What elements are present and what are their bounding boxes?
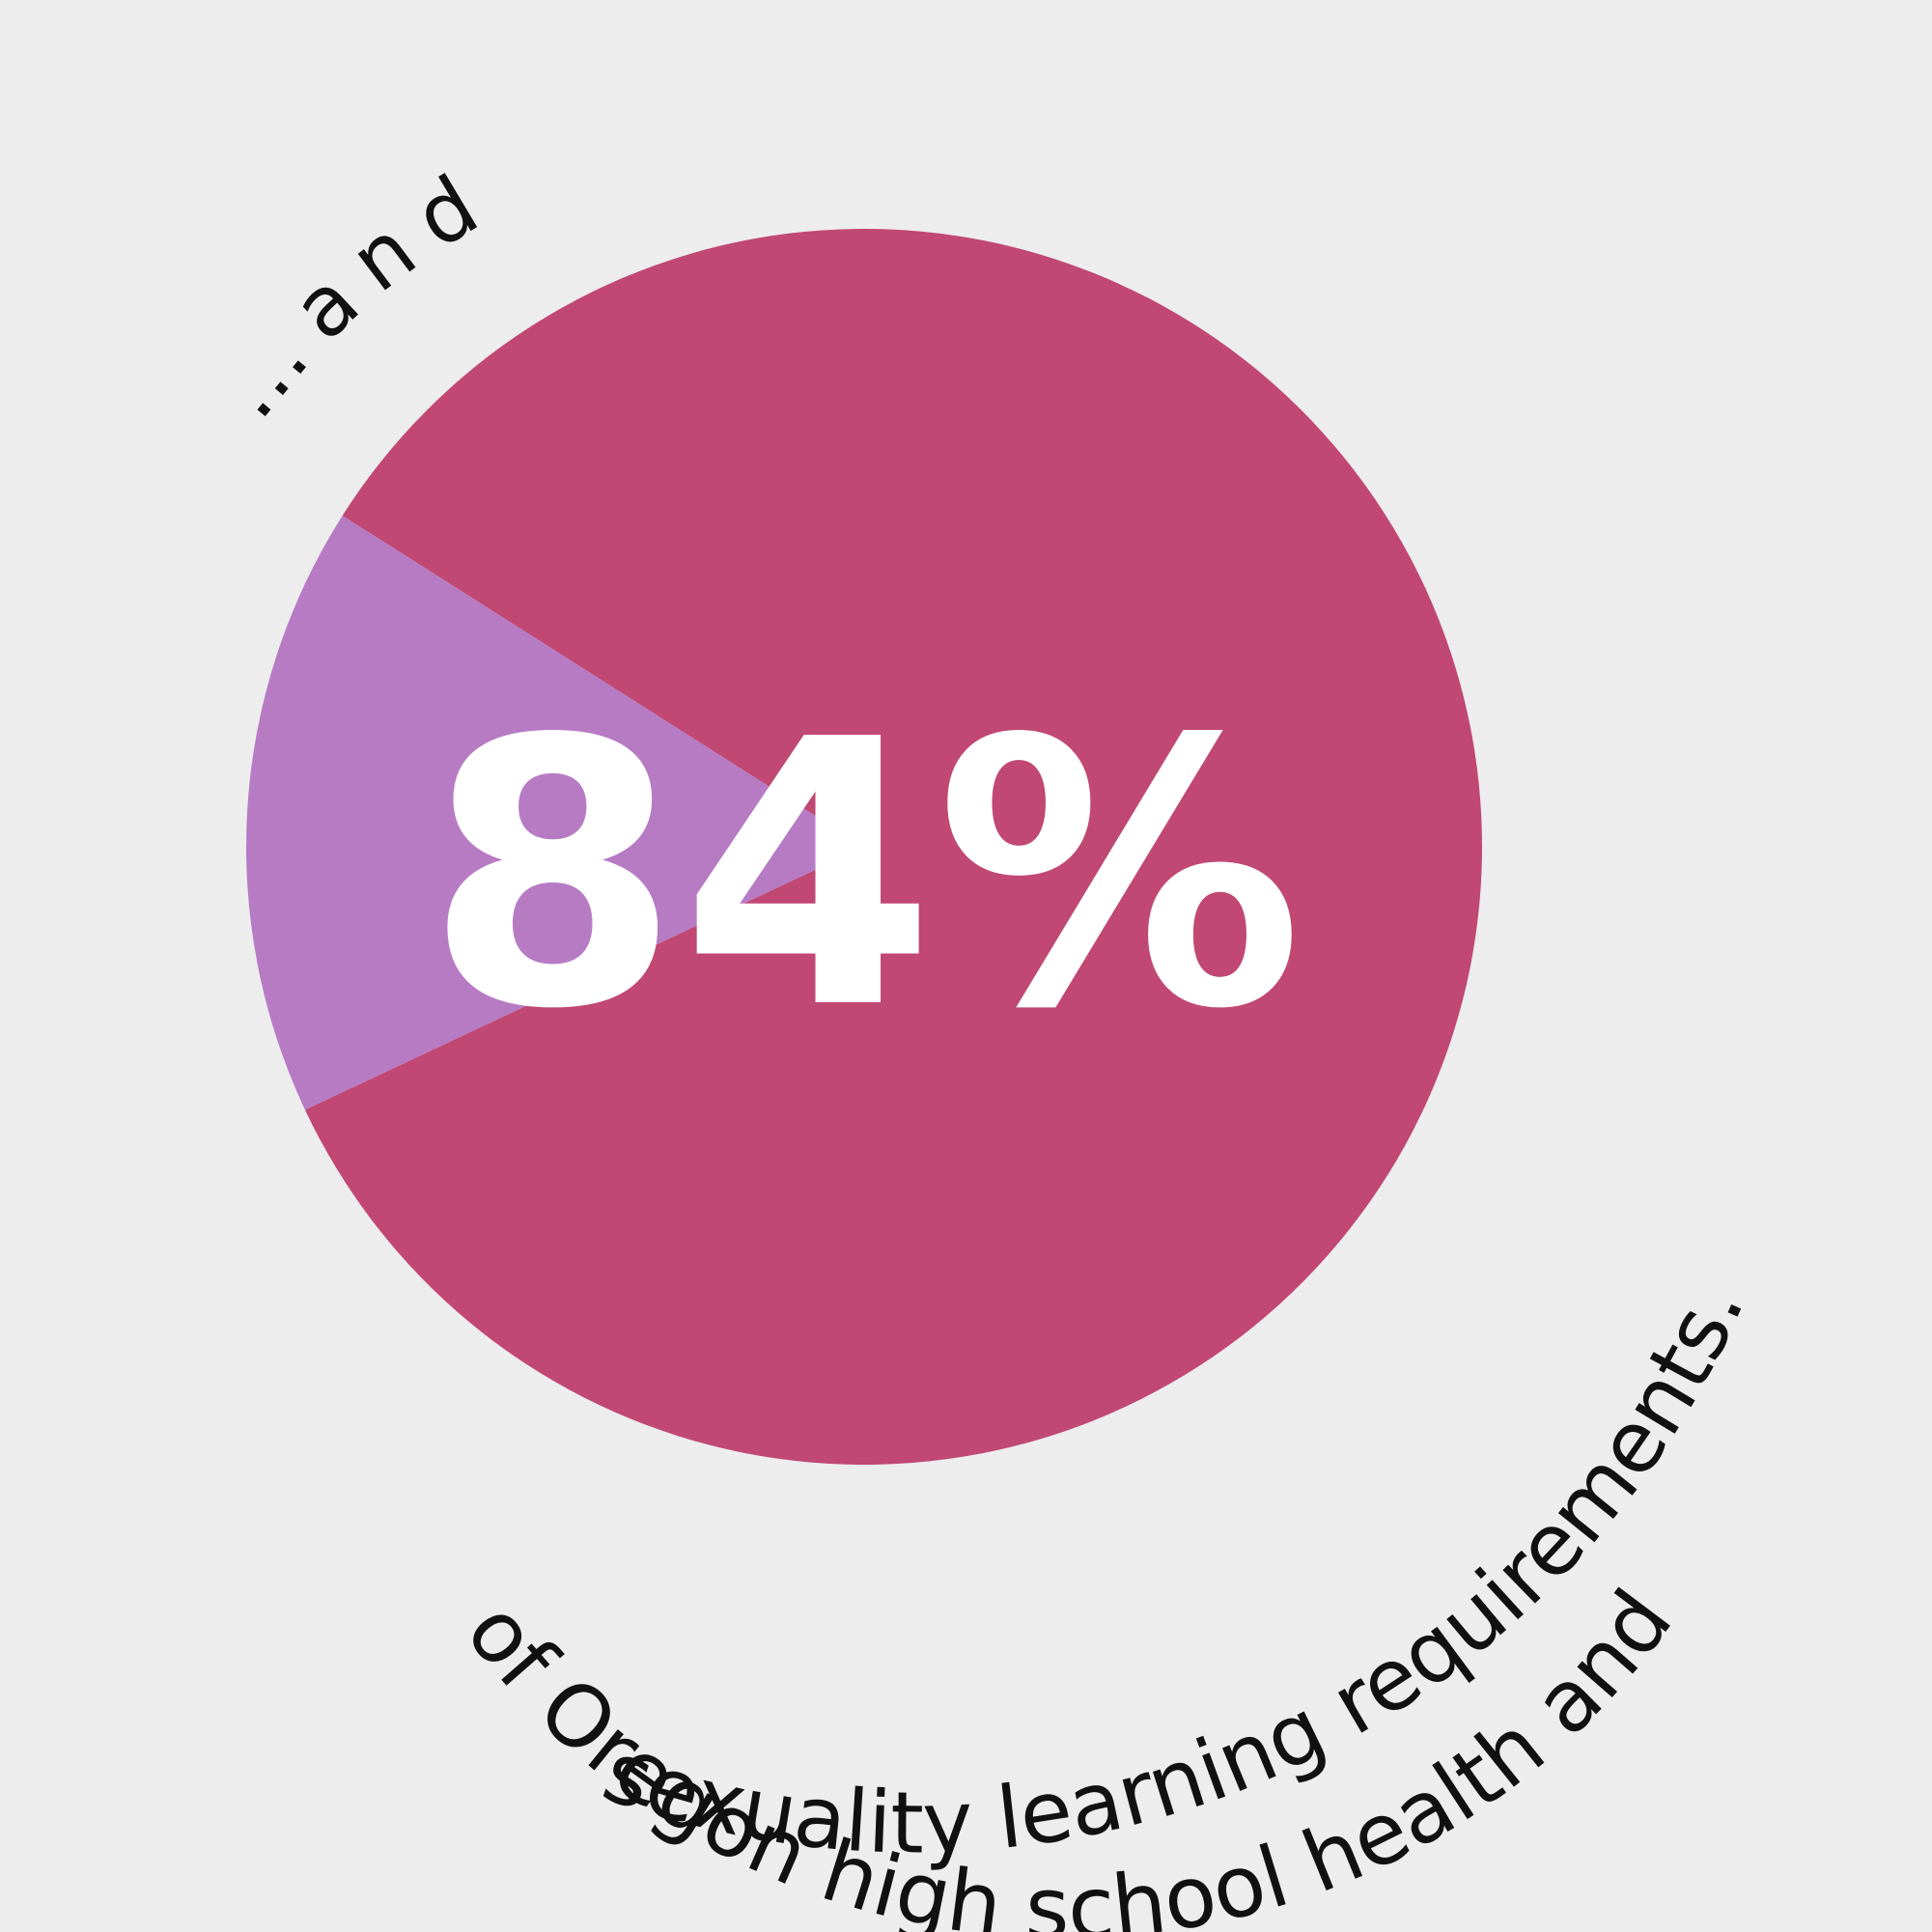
headline-percentage: 84% [425, 661, 1303, 1089]
pie-slice-0 [304, 229, 1483, 1466]
pie-slice-1 [246, 516, 864, 1110]
pie-chart [246, 229, 1483, 1466]
